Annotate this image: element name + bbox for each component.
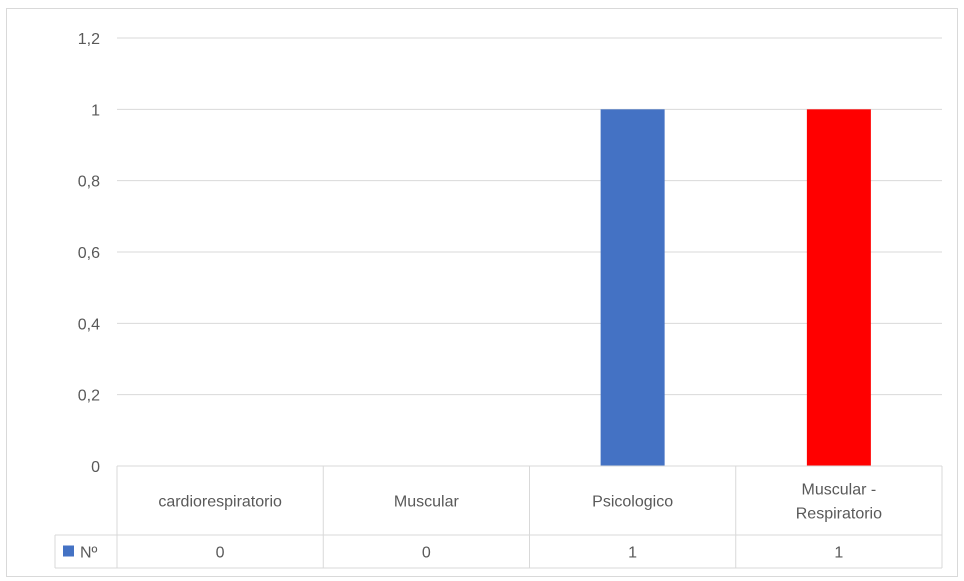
- y-tick-label: 0,4: [78, 316, 100, 333]
- data-table-value: 1: [628, 545, 637, 562]
- data-table-value: 1: [834, 545, 843, 562]
- legend-swatch: [63, 545, 74, 557]
- category-label: Psicologico: [592, 494, 673, 511]
- category-label: Muscular -: [802, 482, 877, 499]
- category-label: Respiratorio: [796, 506, 882, 523]
- y-axis-ticks: 0 0,2 0,4 0,6 0,8 1 1,2: [78, 31, 100, 476]
- data-table-value: 0: [422, 545, 431, 562]
- bar: [806, 109, 871, 466]
- y-tick-label: 0,6: [78, 245, 100, 262]
- y-tick-label: 1: [91, 102, 100, 119]
- bars: [600, 109, 871, 466]
- gridlines: [117, 37, 942, 396]
- y-tick-label: 0: [91, 459, 100, 476]
- y-tick-label: 1,2: [78, 31, 100, 48]
- y-tick-label: 0,2: [78, 388, 100, 405]
- data-table: cardiorespiratorio Muscular Psicologico Mus…: [54, 465, 943, 569]
- data-table-value: 0: [216, 545, 225, 562]
- chart-frame: [6, 8, 958, 577]
- bar: [600, 109, 665, 466]
- category-label: cardiorespiratorio: [158, 494, 282, 511]
- y-tick-label: 0,8: [78, 174, 100, 191]
- category-label: Muscular: [394, 494, 460, 511]
- legend-label: Nº: [80, 545, 98, 562]
